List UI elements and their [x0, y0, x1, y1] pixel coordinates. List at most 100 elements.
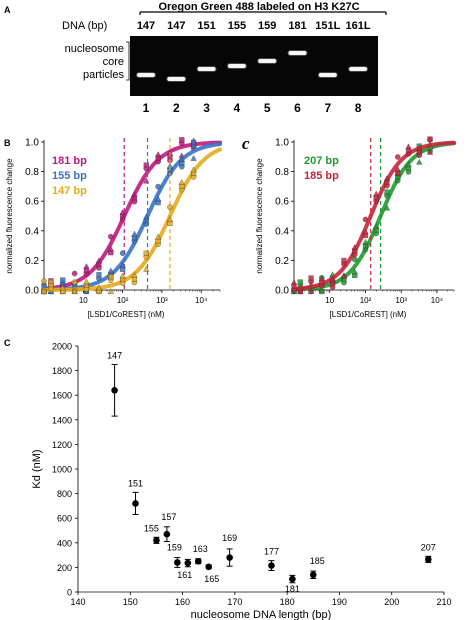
gel-band — [227, 64, 246, 68]
gel-band-glow — [136, 72, 156, 78]
point-label: 165 — [204, 574, 219, 584]
x-axis-label: nucleosome DNA length (bp) — [191, 609, 332, 620]
y-tick-label: 1000 — [52, 465, 72, 475]
gel-panel: Oregon Green 488 labeled on H3 K27C DNA … — [62, 1, 387, 115]
binding-chart-c: 0.0 0.2 0.4 0.6 0.8 1.0 10 10² 10³ 10⁴ [LSD1/CoRES… — [255, 136, 456, 319]
y-tick-label: 1200 — [52, 440, 72, 450]
legend-entry: 147 bp — [52, 185, 87, 197]
data-point — [191, 139, 197, 146]
y-tick-label: 0.4 — [25, 226, 39, 237]
data-point — [154, 233, 162, 240]
data-point — [383, 204, 391, 211]
gel-band-glow — [196, 66, 217, 72]
data-point — [154, 151, 162, 157]
point-label: 151 — [128, 478, 143, 488]
data-point — [154, 195, 162, 202]
data-point — [119, 272, 126, 279]
panel-c-italic-letter: c — [242, 134, 250, 153]
data-point — [309, 571, 317, 579]
dna-value-label: 181 — [288, 20, 306, 32]
x-tick-label: 150 — [123, 597, 138, 607]
y-tick-label: 800 — [57, 489, 72, 499]
data-point — [362, 238, 369, 245]
gel-band — [318, 73, 337, 77]
point-label: 169 — [222, 533, 237, 543]
data-point — [71, 270, 78, 277]
data-point — [383, 175, 391, 181]
data-point — [394, 154, 401, 160]
gel-band — [288, 51, 307, 55]
data-point — [290, 279, 298, 285]
gel-band-glow — [166, 76, 187, 82]
data-point — [307, 288, 315, 294]
legend-entry: 207 bp — [304, 155, 339, 167]
data-point — [373, 222, 380, 229]
gel-band — [258, 59, 277, 63]
y-tick-label: 0.6 — [25, 197, 39, 208]
lane-number: 7 — [324, 101, 331, 115]
data-point — [373, 190, 380, 197]
x-tick-label: 10² — [117, 296, 129, 305]
data-point — [289, 575, 296, 583]
data-point — [108, 274, 114, 280]
binding-chart-b: 0.0 0.2 0.4 0.6 0.8 1.0 10 10² 10³ 10⁴ [LSD1/CoRES… — [5, 137, 222, 319]
lane-number: 8 — [355, 101, 362, 115]
data-point — [41, 278, 47, 284]
data-point — [119, 208, 126, 215]
data-point — [425, 556, 432, 563]
gel-band — [197, 67, 216, 71]
data-point — [119, 250, 126, 256]
x-tick-label: 170 — [227, 597, 242, 607]
side-label-line3: particles — [83, 69, 124, 81]
kd-scatter-chart: 0 200 400 600 800 1000 1200 1400 1600 1800 2000 140… — [31, 342, 452, 620]
data-point — [107, 267, 114, 274]
data-point — [427, 136, 433, 142]
y-tick-label: 1800 — [52, 366, 72, 376]
point-label: 207 — [421, 542, 436, 552]
data-point — [95, 284, 103, 291]
y-axis-label: normalized fluorescence change — [255, 158, 264, 274]
data-point — [362, 216, 369, 223]
data-point — [143, 213, 150, 220]
data-point — [341, 257, 347, 264]
data-point — [318, 286, 325, 293]
data-point — [167, 204, 173, 210]
point-label: 163 — [193, 544, 208, 554]
x-tick-label: 180 — [280, 597, 295, 607]
data-point — [59, 284, 66, 291]
data-point — [174, 559, 181, 566]
data-point — [40, 288, 48, 294]
y-tick-label: 400 — [57, 538, 72, 548]
y-tick-label: 0.8 — [25, 167, 39, 178]
data-point — [340, 273, 348, 279]
y-tick-label: 0.2 — [25, 256, 39, 267]
data-point — [194, 557, 202, 565]
y-tick-label: 600 — [57, 514, 72, 524]
data-point — [362, 228, 369, 235]
data-point — [179, 137, 185, 143]
data-point — [178, 156, 185, 162]
side-label-line2: core — [103, 56, 124, 68]
data-point — [83, 278, 90, 285]
data-point — [131, 271, 138, 278]
side-bracket — [126, 41, 130, 81]
panel-c-letter: C — [4, 338, 11, 348]
x-axis-label: [LSD1/CoREST] (nM) — [330, 310, 407, 319]
data-point — [351, 244, 358, 250]
data-point — [71, 279, 78, 286]
data-point — [190, 154, 197, 161]
data-point — [95, 257, 103, 264]
data-point — [131, 191, 138, 197]
dna-value-label: 147 — [137, 20, 155, 32]
lane-number: 4 — [234, 101, 241, 115]
x-tick-label: 10³ — [156, 296, 168, 305]
data-point — [47, 277, 55, 284]
data-point — [96, 272, 102, 278]
data-point — [318, 275, 325, 281]
data-point — [132, 500, 139, 507]
dna-value-label: 147 — [167, 20, 185, 32]
y-tick-label: 1600 — [52, 391, 72, 401]
legend-entry: 181 bp — [52, 155, 87, 167]
x-tick-label: 10 — [325, 296, 334, 305]
lane-number: 2 — [173, 101, 180, 115]
